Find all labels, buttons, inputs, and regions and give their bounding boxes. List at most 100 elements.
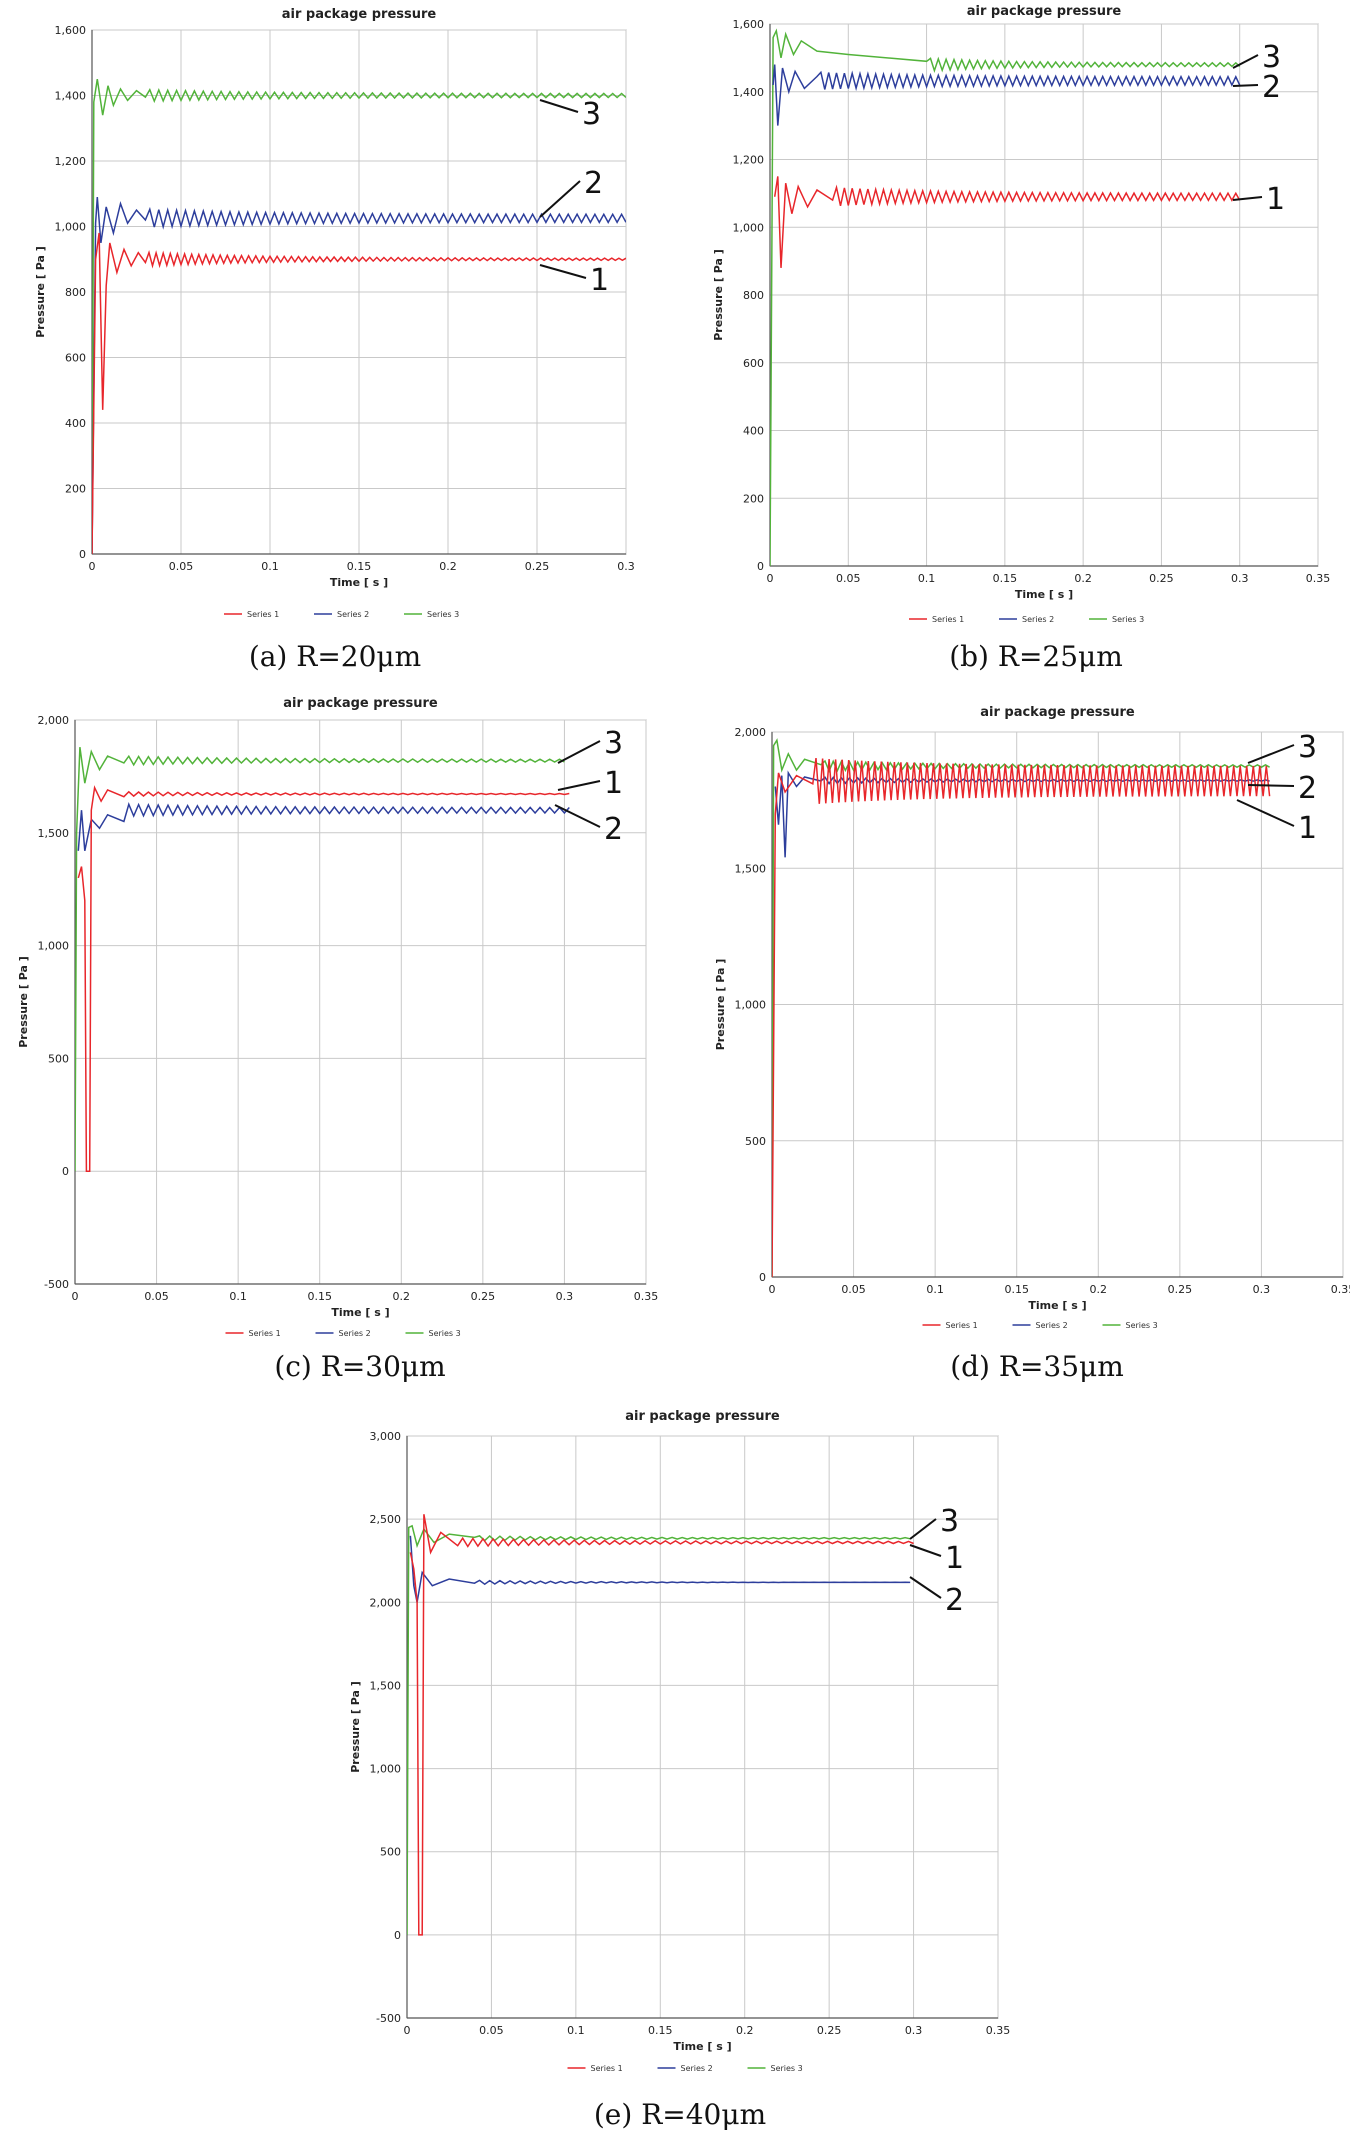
y-tick-label: 1,500 — [38, 827, 70, 840]
x-tick-label: 0.25 — [1168, 1283, 1193, 1296]
x-axis-label: Time [ s ] — [1028, 1299, 1086, 1312]
y-axis-label: Pressure [ Pa ] — [17, 956, 30, 1048]
x-tick-label: 0.25 — [525, 560, 550, 573]
series-line-series-2 — [92, 196, 626, 555]
legend-entry: Series 3 — [1126, 1321, 1158, 1330]
panel-caption: (b) R=25μm — [949, 640, 1123, 673]
legend-entry: Series 3 — [1112, 615, 1144, 624]
y-axis-label: Pressure [ Pa ] — [714, 959, 727, 1051]
y-tick-label: 0 — [62, 1165, 69, 1178]
chart-title: air package pressure — [967, 4, 1122, 19]
legend-entry: Series 1 — [247, 610, 279, 619]
legend-entry: Series 1 — [249, 1329, 281, 1338]
y-tick-label: 800 — [65, 286, 86, 299]
chart-panel-a: 0 200 400 600 800 1,000 1,200 1,400 1,600 0 0.05 0.… — [34, 7, 635, 673]
series-callout-label: 1 — [604, 766, 623, 801]
series-callout-label: 1 — [1266, 182, 1285, 217]
plot-area — [406, 1435, 999, 2019]
y-tick-label: 2,000 — [735, 726, 767, 739]
series-callout-label: 2 — [604, 812, 623, 847]
series-callout-label: 2 — [584, 166, 603, 201]
callout-leader — [1232, 196, 1263, 201]
series-callout-label: 2 — [945, 1583, 964, 1618]
legend-entry: Series 3 — [771, 2064, 803, 2073]
series-line-series-1 — [772, 758, 1271, 1278]
y-tick-label: 3,000 — [370, 1430, 402, 1443]
callout-leader — [539, 99, 579, 113]
series-line-series-3 — [770, 28, 1241, 567]
series-callout-label: 2 — [1262, 70, 1281, 105]
legend-entry: Series 2 — [339, 1329, 371, 1338]
series-callout-label: 3 — [582, 97, 601, 132]
chart-title: air package pressure — [980, 705, 1135, 720]
x-tick-label: 0.05 — [479, 2024, 504, 2037]
panel-caption: (a) R=20μm — [249, 640, 421, 673]
series-line-series-3 — [92, 78, 626, 555]
x-tick-label: 0.1 — [926, 1283, 944, 1296]
chart-title: air package pressure — [282, 7, 437, 22]
y-tick-label: 400 — [65, 417, 86, 430]
chart-panel-b: 0 200 400 600 800 1,000 1,200 1,400 1,600 0 0.05 0.… — [712, 4, 1330, 673]
series-callout-label: 3 — [604, 726, 623, 761]
y-tick-label: 200 — [743, 492, 764, 505]
x-tick-label: 0 — [767, 572, 774, 585]
y-tick-label: -500 — [376, 2012, 401, 2025]
callout-leader — [539, 264, 587, 279]
chart-title: air package pressure — [283, 696, 438, 711]
legend-entry: Series 3 — [427, 610, 459, 619]
callout-leader — [557, 740, 601, 764]
y-tick-label: 1,000 — [38, 940, 70, 953]
x-tick-label: 0.1 — [918, 572, 936, 585]
y-tick-label: 800 — [743, 289, 764, 302]
legend-entry: Series 1 — [946, 1321, 978, 1330]
y-tick-label: 1,000 — [55, 221, 87, 234]
y-tick-label: 1,000 — [735, 999, 767, 1012]
series-line-series-1 — [773, 176, 1241, 268]
x-tick-label: 0.3 — [1231, 572, 1249, 585]
x-tick-label: 0.05 — [144, 1290, 169, 1303]
callout-leader — [554, 804, 601, 828]
panel-caption: (c) R=30μm — [274, 1350, 445, 1383]
x-tick-label: 0.35 — [1331, 1283, 1350, 1296]
y-tick-label: 2,000 — [370, 1596, 402, 1609]
series-callout-label: 2 — [1298, 771, 1317, 806]
series-line-series-2 — [409, 1535, 911, 1603]
y-tick-label: 500 — [745, 1135, 766, 1148]
x-tick-label: 0.05 — [836, 572, 861, 585]
callout-leader — [539, 180, 581, 218]
x-tick-label: 0.25 — [471, 1290, 496, 1303]
y-axis-label: Pressure [ Pa ] — [34, 246, 47, 338]
series-callout-label: 1 — [945, 1541, 964, 1576]
y-tick-label: 1,500 — [735, 862, 767, 875]
x-tick-label: 0 — [89, 560, 96, 573]
x-tick-label: 0.2 — [1090, 1283, 1108, 1296]
y-tick-label: 2,000 — [38, 714, 70, 727]
series-line-series-3 — [407, 1524, 911, 1935]
series-line-series-1 — [409, 1514, 914, 1936]
y-tick-label: 1,600 — [55, 24, 87, 37]
y-tick-label: 1,200 — [733, 154, 765, 167]
y-tick-label: 2,500 — [370, 1513, 402, 1526]
callout-leader — [909, 1518, 937, 1540]
y-tick-label: 1,500 — [370, 1679, 402, 1692]
x-tick-label: 0.35 — [986, 2024, 1011, 2037]
x-tick-label: 0.05 — [841, 1283, 866, 1296]
x-tick-label: 0 — [404, 2024, 411, 2037]
x-tick-label: 0.25 — [817, 2024, 842, 2037]
series-callout-label: 3 — [940, 1504, 959, 1539]
legend-entry: Series 1 — [591, 2064, 623, 2073]
panel-caption: (d) R=35μm — [950, 1350, 1124, 1383]
legend-entry: Series 3 — [429, 1329, 461, 1338]
y-tick-label: 0 — [394, 1929, 401, 1942]
x-tick-label: 0.1 — [567, 2024, 585, 2037]
x-tick-label: 0.1 — [261, 560, 279, 573]
x-axis-label: Time [ s ] — [331, 1306, 389, 1319]
series-callout-label: 1 — [1298, 811, 1317, 846]
x-tick-label: 0.3 — [905, 2024, 923, 2037]
y-tick-label: 600 — [65, 352, 86, 365]
series-line-series-1 — [92, 232, 626, 555]
y-axis-label: Pressure [ Pa ] — [712, 249, 725, 341]
y-tick-label: 0 — [757, 560, 764, 573]
x-tick-label: 0.15 — [307, 1290, 332, 1303]
